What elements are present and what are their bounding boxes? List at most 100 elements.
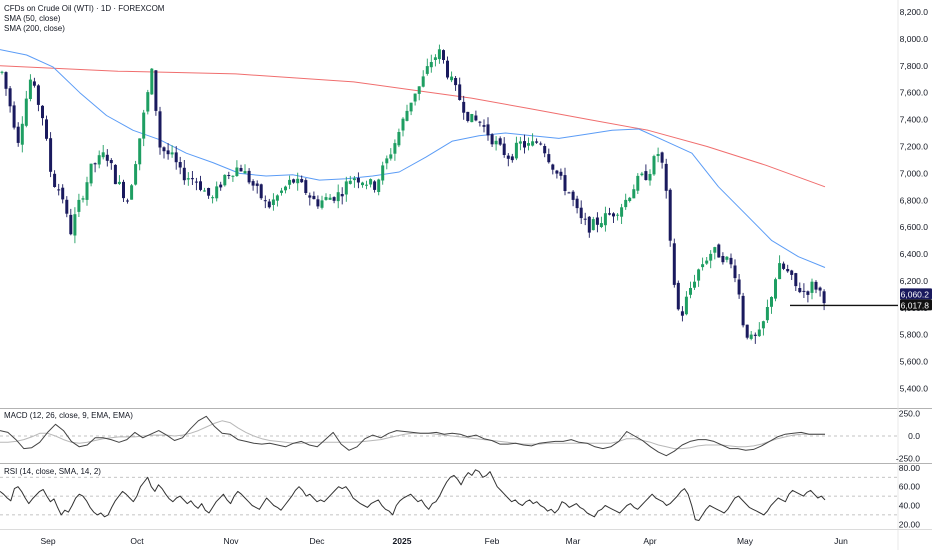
candle-body — [389, 154, 393, 159]
candle-body — [741, 295, 745, 326]
candle-body — [737, 279, 741, 295]
candle-body — [822, 291, 826, 304]
candle-body — [235, 167, 239, 176]
candle-body — [786, 269, 790, 272]
sma200-line — [0, 65, 826, 188]
candle-body — [818, 287, 822, 291]
candle-body — [251, 181, 255, 186]
price-badge — [900, 288, 932, 300]
price-tick-label: 7,600.0 — [900, 88, 929, 98]
candle-body — [16, 126, 20, 143]
candle-body — [65, 199, 69, 214]
candle-body — [729, 257, 733, 265]
candle-body — [304, 180, 308, 193]
candle-body — [697, 269, 701, 281]
time-tick-label: Feb — [485, 536, 500, 546]
candle-body — [757, 329, 761, 337]
macd-tick-label: 0.0 — [908, 431, 920, 441]
candle-body — [397, 132, 401, 146]
sma50-legend[interactable]: SMA (50, close) — [4, 14, 61, 23]
candle-body — [656, 154, 660, 156]
candle-body — [579, 207, 583, 219]
candle-body — [316, 199, 320, 207]
candle-body — [73, 214, 77, 236]
candle-body — [640, 173, 644, 176]
candle-body — [547, 154, 551, 163]
candle-body — [705, 260, 709, 264]
candle-body — [474, 115, 478, 121]
candle-body — [591, 219, 595, 231]
candle-body — [243, 171, 247, 174]
candle-body — [377, 179, 381, 192]
candle-body — [798, 288, 802, 293]
candle-body — [130, 185, 134, 200]
candle-body — [61, 187, 65, 200]
candle-body — [85, 182, 89, 200]
candle-body — [551, 164, 555, 170]
candle-body — [466, 111, 470, 121]
candle-body — [194, 181, 198, 183]
candle-body — [494, 140, 498, 145]
candle-body — [113, 164, 117, 185]
candle-body — [462, 101, 466, 113]
macd-legend[interactable]: MACD (12, 26, close, 9, EMA, EMA) — [4, 411, 133, 420]
candle-body — [684, 296, 688, 315]
candle-body — [97, 155, 101, 165]
candle-body — [624, 199, 628, 208]
candle-body — [717, 244, 721, 258]
chart-title-legend[interactable]: CFDs on Crude Oil (WTI) · 1D · FOREXCOM — [4, 4, 165, 13]
candle-body — [599, 223, 603, 227]
candle-body — [69, 214, 73, 235]
candle-body — [356, 177, 360, 183]
sma200-layer — [0, 65, 826, 188]
price-tick-label: 8,000.0 — [900, 34, 929, 44]
candle-body — [543, 146, 547, 154]
rsi-legend[interactable]: RSI (14, close, SMA, 14, 2) — [4, 467, 101, 476]
candle-body — [247, 170, 251, 183]
rsi-layer — [0, 469, 898, 521]
candle-body — [211, 197, 215, 199]
candle-body — [20, 123, 24, 145]
candle-body — [105, 154, 109, 161]
time-tick-label: Nov — [223, 536, 239, 546]
price-badge — [900, 299, 932, 311]
price-tick-label: 7,800.0 — [900, 61, 929, 71]
candle-body — [41, 105, 44, 119]
candle-body — [778, 263, 782, 280]
time-axis[interactable]: Sep Oct Nov Dec 2025 Feb Mar Apr May Jun — [40, 536, 848, 546]
price-axis[interactable]: 8,200.0 8,000.0 7,800.0 7,600.0 7,400.0 7,200… — [896, 7, 928, 529]
candle-body — [749, 334, 753, 339]
candle-body — [284, 186, 287, 191]
candle-body — [502, 143, 506, 155]
candle-body — [745, 324, 749, 338]
candle-body — [693, 281, 696, 288]
price-tick-label: 5,600.0 — [900, 357, 929, 367]
time-tick-label: 2025 — [393, 536, 412, 546]
candle-body — [417, 86, 421, 94]
candle-body — [680, 311, 684, 316]
candle-body — [437, 49, 441, 60]
candle-body — [676, 282, 680, 310]
candle-body — [361, 182, 364, 186]
candle-body — [336, 192, 340, 202]
candle-body — [514, 142, 518, 159]
candle-body — [539, 143, 543, 145]
sma200-legend[interactable]: SMA (200, close) — [4, 24, 65, 33]
candle-body — [810, 281, 814, 293]
candle-body — [486, 124, 490, 136]
candle-body — [174, 152, 178, 163]
candle-body — [753, 334, 757, 336]
candle-body — [701, 264, 705, 268]
candle-body — [506, 155, 510, 159]
candle-body — [454, 78, 458, 86]
candle-body — [8, 88, 12, 107]
macd-line — [0, 415, 825, 457]
candle-body — [275, 195, 279, 201]
candle-body — [761, 321, 765, 329]
candle-body — [725, 256, 729, 260]
price-badges: 6,060.26,017.8 — [900, 288, 932, 311]
candle-body — [77, 199, 81, 212]
candle-body — [535, 141, 539, 143]
time-tick-label: Sep — [40, 536, 55, 546]
